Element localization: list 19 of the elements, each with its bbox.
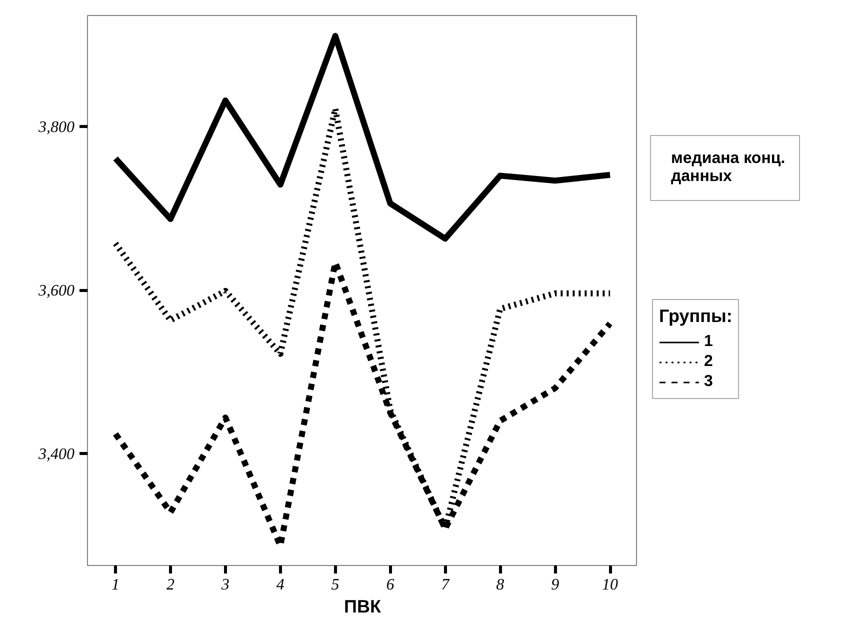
x-tick-label: 2: [166, 576, 174, 594]
y-tick-label: 3,800: [38, 119, 74, 136]
text: медиана конц. данных: [671, 150, 786, 186]
legend-label: 3: [704, 372, 714, 392]
x-tick-label: 9: [551, 576, 560, 594]
x-tick-label: 10: [602, 576, 618, 594]
x-tick-label: 4: [276, 576, 284, 594]
x-tick-label: 8: [496, 576, 504, 594]
legend-label: 1: [704, 332, 714, 352]
x-tick-label: 1: [112, 576, 120, 594]
x-axis-title: ПВК: [344, 596, 382, 616]
x-tick-label: 3: [220, 576, 230, 594]
x-tick-label: 7: [441, 576, 450, 594]
legend-label: 2: [704, 352, 714, 372]
x-tick-label: 6: [386, 576, 394, 594]
legend-title: Группы:: [659, 306, 732, 327]
y-tick-label: 3,400: [38, 446, 74, 464]
x-tick-label: 5: [331, 576, 340, 594]
y-tick-label: 3,600: [38, 282, 74, 300]
